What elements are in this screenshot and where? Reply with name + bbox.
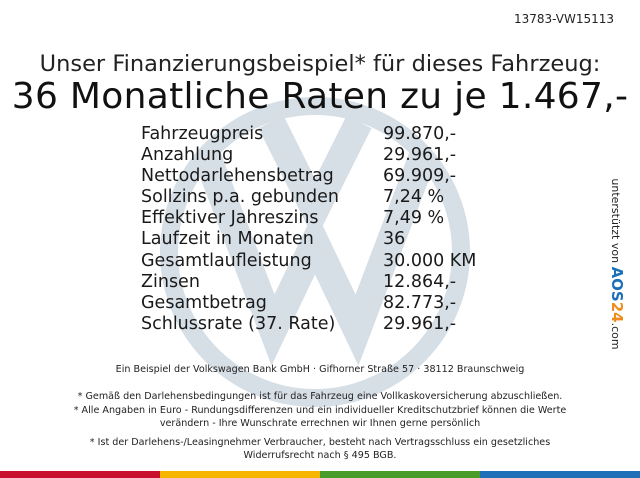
row-value: 36 <box>383 229 406 250</box>
stripe-segment <box>0 471 160 478</box>
stripe-segment <box>320 471 480 478</box>
color-stripe <box>0 471 640 478</box>
row-value: 7,24 % <box>383 187 445 208</box>
row-value: 30.000 KM <box>383 250 477 271</box>
row-label: Gesamtbetrag <box>141 292 267 313</box>
row-value: 99.870,- <box>383 124 457 144</box>
row-label: Fahrzeugpreis <box>141 124 264 144</box>
bank-line: Ein Beispiel der Volkswagen Bank GmbH · … <box>115 364 525 375</box>
row-value: 29.961,- <box>383 313 457 334</box>
row-label: Effektiver Jahreszins <box>141 208 319 229</box>
footnote-amounts-2: verändern - Ihre Wunschrate errechnen wi… <box>159 418 481 429</box>
row-label: Nettodarlehensbetrag <box>141 166 334 187</box>
row-value: 69.909,- <box>383 166 457 187</box>
row-label: Anzahlung <box>141 145 234 166</box>
brand-aos: AOS <box>608 266 626 302</box>
footnote-withdrawal-1: * Ist der Darlehens-/Leasingnehmer Verbr… <box>89 437 551 448</box>
brand-suffix: .com <box>609 322 622 350</box>
stripe-segment <box>480 471 640 478</box>
footnote-insurance: * Gemäß den Darlehensbedingungen ist für… <box>77 391 563 402</box>
footnote-amounts-1: * Alle Angaben in Euro - Rundungsdiffere… <box>73 405 567 416</box>
aos24-credit: unterstützt von AOS24.com <box>603 176 631 352</box>
vw-logo-watermark-icon <box>160 97 470 407</box>
monthly-rate-line: 36 Monatliche Raten zu je 1.467,- <box>11 76 629 117</box>
row-label: Laufzeit in Monaten <box>141 229 314 250</box>
headline: Unser Finanzierungsbeispiel* für dieses … <box>39 51 601 77</box>
credit-prefix: unterstützt von <box>609 178 622 264</box>
row-label: Schlussrate (37. Rate) <box>141 313 336 334</box>
row-value: 7,49 % <box>383 208 445 229</box>
stripe-segment <box>160 471 320 478</box>
reference-number: 13783-VW15113 <box>513 12 614 26</box>
row-value: 12.864,- <box>383 271 457 292</box>
row-label: Zinsen <box>141 271 200 292</box>
row-value: 29.961,- <box>383 145 457 166</box>
brand-24: 24 <box>608 301 626 323</box>
row-label: Sollzins p.a. gebunden <box>141 187 340 208</box>
footnote-withdrawal-2: Widerrufsrecht nach § 495 BGB. <box>243 450 397 461</box>
row-value: 82.773,- <box>383 292 457 313</box>
row-label: Gesamtlaufleistung <box>141 250 312 271</box>
